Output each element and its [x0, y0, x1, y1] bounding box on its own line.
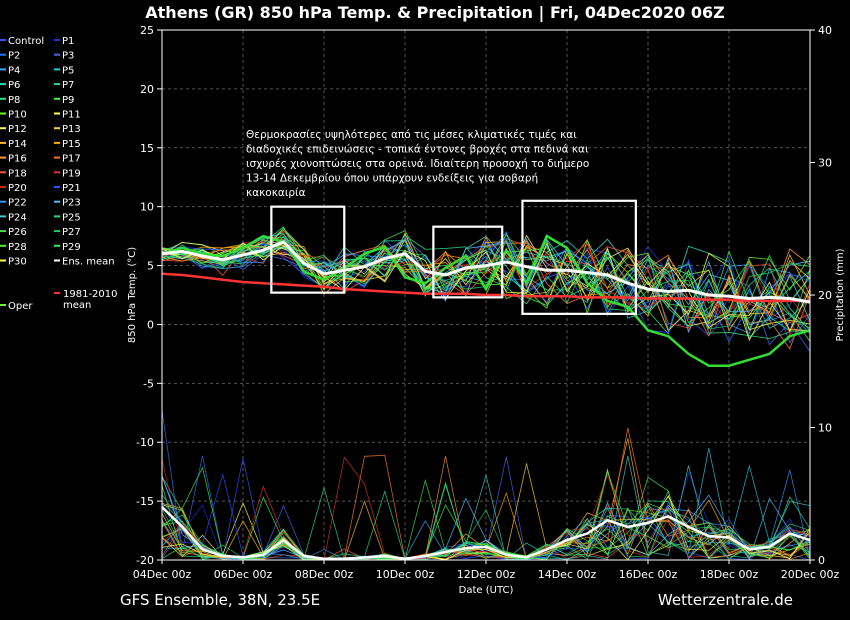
x-tick-label: 14Dec 00z [538, 568, 597, 581]
legend-label: P13 [62, 124, 81, 135]
legend-label: 1981-2010 mean [63, 289, 118, 311]
member-temp-line [161, 228, 811, 339]
member-temp-line [161, 232, 811, 331]
x-tick-label: 16Dec 00z [619, 568, 678, 581]
ens-mean-precip-line [161, 506, 811, 560]
x-tick-label: 20Dec 00z [781, 568, 840, 581]
member-temp-line [161, 242, 811, 333]
member-precip-line [161, 456, 811, 561]
legend-label: P20 [8, 183, 27, 194]
legend-label: P5 [62, 65, 74, 76]
member-precip-line [161, 507, 811, 561]
x-tick-label: 18Dec 00z [700, 568, 759, 581]
legend-label: Ens. mean [62, 257, 115, 268]
highlight-boxes [270, 199, 637, 315]
legend-label: Oper [8, 301, 33, 312]
member-temp-line [161, 229, 811, 332]
left-tick-label: -10 [136, 436, 154, 449]
oper-temp-line [161, 234, 811, 367]
member-precip-line [161, 473, 811, 561]
legend-label: P27 [62, 227, 81, 238]
annotation-line: διαδοχικές επιδεινώσεις - τοπικά έντονες… [246, 144, 589, 156]
legend-label: P10 [8, 110, 27, 121]
legend-label: P19 [62, 168, 81, 179]
legend-label: P7 [62, 80, 74, 91]
left-tick-label: -5 [143, 377, 154, 390]
annotation-line: 13-14 Δεκεμβρίου όπου υπάρχουν ενδείξεις… [246, 173, 538, 185]
chart-title: Athens (GR) 850 hPa Temp. & Precipitatio… [145, 3, 724, 23]
right-axis-label: Precipitation (mm) [835, 248, 846, 341]
legend-label: P9 [62, 95, 74, 106]
left-tick-label: 20 [140, 83, 154, 96]
right-tick-label: 0 [818, 554, 825, 567]
left-tick-label: 5 [147, 260, 154, 273]
annotation-line: Θερμοκρασίες υψηλότερες από τις μέσες κλ… [246, 129, 577, 141]
legend-label: P16 [8, 154, 27, 165]
x-axis-ticks: 04Dec 00z 06Dec 00z 08Dec 00z 10Dec 00z 12De… [133, 560, 840, 581]
legend-label: P8 [8, 95, 20, 106]
legend-label: P29 [62, 242, 81, 253]
left-axis-ticks: -20 -15 -10 -5 0 5 10 15 20 25 [136, 24, 162, 567]
footer-source: Wetterzentrale.de [658, 591, 793, 609]
annotation-line: ισχυρές χιονοπτώσεις στα ορεινά. Ιδιαίτε… [246, 158, 589, 170]
left-tick-label: 10 [140, 201, 154, 214]
right-axis-ticks: 0 10 20 30 40 [810, 24, 832, 567]
x-axis-label: Date (UTC) [459, 585, 514, 596]
legend-label: P1 [62, 36, 74, 47]
member-precip-line [161, 466, 811, 561]
left-tick-label: 15 [140, 142, 154, 155]
left-tick-label: 0 [147, 318, 154, 331]
legend-label: P14 [8, 139, 27, 150]
legend-label: P12 [8, 124, 27, 135]
annotation-line: κακοκαιρία [246, 187, 306, 199]
highlight-box [270, 205, 346, 294]
left-tick-label: -20 [136, 554, 154, 567]
member-precip-line [161, 476, 811, 560]
member-temp-line [161, 232, 811, 326]
legend-label: P11 [62, 110, 81, 121]
highlight-box [432, 225, 504, 299]
left-axis-label: 850 hPa Temp. (°C) [127, 247, 138, 343]
member-precip-line [161, 456, 811, 561]
legend-label: P4 [8, 65, 20, 76]
legend-label: P15 [62, 139, 81, 150]
legend-label: P25 [62, 212, 81, 223]
ens-mean-temp-line [161, 240, 811, 304]
climatology-line [161, 272, 810, 303]
legend-label: P6 [8, 80, 20, 91]
legend-label: P21 [62, 183, 81, 194]
legend-label: P2 [8, 51, 20, 62]
right-tick-label: 30 [818, 157, 832, 170]
x-tick-label: 06Dec 00z [214, 568, 273, 581]
annotation-text: Θερμοκρασίες υψηλότερες από τις μέσες κλ… [246, 129, 589, 199]
legend-label: P30 [8, 257, 27, 268]
member-temp-line [161, 238, 811, 324]
legend-label: P17 [62, 154, 81, 165]
x-tick-label: 08Dec 00z [295, 568, 354, 581]
series-layer [161, 226, 811, 561]
legend-label: P18 [8, 168, 27, 179]
legend-label: P22 [8, 198, 27, 209]
right-tick-label: 20 [818, 289, 832, 302]
legend: Control P1 P2 P3 P4 P5 P6 P7 P8 P9 P10 P11 P12 P13 P14… [0, 36, 118, 312]
left-tick-label: -15 [136, 495, 154, 508]
x-tick-label: 12Dec 00z [457, 568, 516, 581]
x-tick-label: 04Dec 00z [133, 568, 192, 581]
legend-label: Control [8, 36, 44, 47]
footer-model: GFS Ensemble, 38N, 23.5E [120, 591, 320, 609]
left-tick-label: 25 [140, 24, 154, 37]
legend-label: P23 [62, 198, 81, 209]
legend-label: P3 [62, 51, 74, 62]
right-tick-label: 40 [818, 24, 832, 37]
x-tick-label: 10Dec 00z [376, 568, 435, 581]
member-temp-line [161, 230, 811, 334]
legend-label: P28 [8, 242, 27, 253]
right-tick-label: 10 [818, 422, 832, 435]
legend-label: P26 [8, 227, 27, 238]
legend-label: P24 [8, 212, 27, 223]
highlight-box [521, 199, 637, 315]
